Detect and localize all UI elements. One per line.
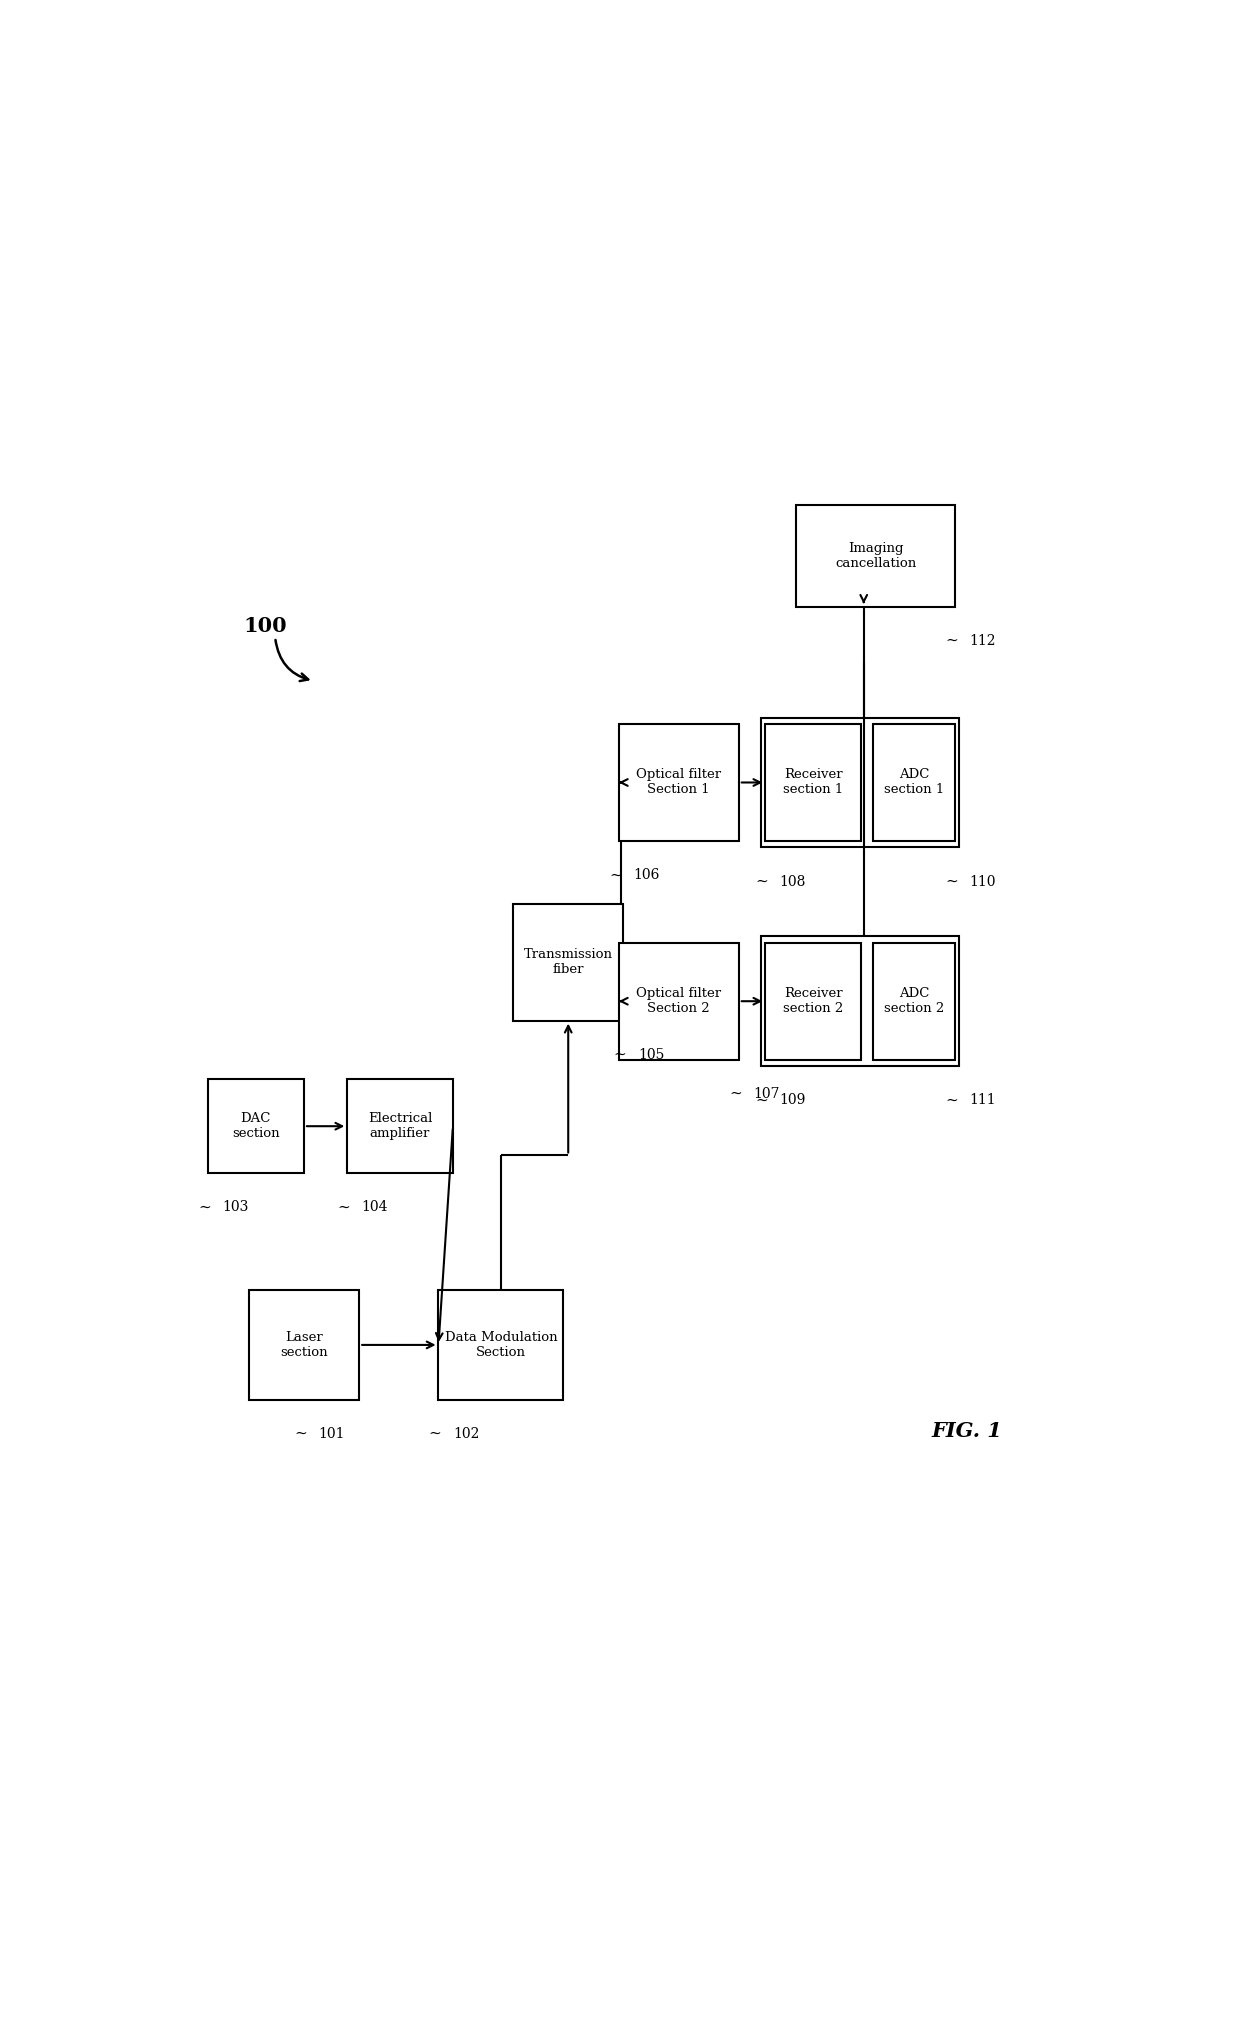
Text: ∼: ∼	[945, 874, 959, 889]
FancyBboxPatch shape	[439, 1290, 563, 1400]
Text: ADC
section 2: ADC section 2	[884, 988, 945, 1014]
Text: 109: 109	[780, 1094, 806, 1108]
FancyBboxPatch shape	[619, 724, 739, 842]
Text: 105: 105	[637, 1049, 665, 1061]
Text: Transmission
fiber: Transmission fiber	[523, 948, 613, 976]
Text: ∼: ∼	[945, 635, 959, 647]
Text: 110: 110	[970, 874, 996, 889]
Text: ∼: ∼	[198, 1201, 211, 1215]
FancyBboxPatch shape	[347, 1079, 453, 1173]
Text: Optical filter
Section 2: Optical filter Section 2	[636, 988, 722, 1014]
Text: ∼: ∼	[609, 868, 621, 883]
Text: 108: 108	[780, 874, 806, 889]
Text: ∼: ∼	[729, 1088, 742, 1102]
Text: Electrical
amplifier: Electrical amplifier	[368, 1112, 433, 1140]
Text: 104: 104	[362, 1201, 388, 1215]
Text: DAC
section: DAC section	[232, 1112, 280, 1140]
Text: 106: 106	[634, 868, 660, 883]
FancyBboxPatch shape	[249, 1290, 360, 1400]
FancyBboxPatch shape	[208, 1079, 304, 1173]
Text: ∼: ∼	[945, 1094, 959, 1108]
Text: Optical filter
Section 1: Optical filter Section 1	[636, 769, 722, 797]
Text: 100: 100	[244, 617, 288, 637]
Text: 112: 112	[970, 635, 996, 647]
FancyBboxPatch shape	[873, 943, 955, 1059]
FancyBboxPatch shape	[765, 724, 862, 842]
Text: Data Modulation
Section: Data Modulation Section	[445, 1331, 557, 1359]
Text: Receiver
section 1: Receiver section 1	[784, 769, 843, 797]
Text: Imaging
cancellation: Imaging cancellation	[835, 542, 916, 570]
Text: FIG. 1: FIG. 1	[931, 1420, 1002, 1441]
Text: ∼: ∼	[755, 1094, 769, 1108]
Text: 111: 111	[970, 1094, 996, 1108]
Text: Receiver
section 2: Receiver section 2	[784, 988, 843, 1014]
Text: ∼: ∼	[337, 1201, 351, 1215]
FancyBboxPatch shape	[765, 943, 862, 1059]
FancyBboxPatch shape	[619, 943, 739, 1059]
Text: 101: 101	[319, 1426, 345, 1441]
FancyBboxPatch shape	[513, 903, 624, 1021]
Text: ∼: ∼	[755, 874, 769, 889]
Text: ∼: ∼	[614, 1049, 626, 1061]
Text: Laser
section: Laser section	[280, 1331, 327, 1359]
Text: 102: 102	[453, 1426, 480, 1441]
Text: ∼: ∼	[294, 1426, 308, 1441]
Text: ADC
section 1: ADC section 1	[884, 769, 945, 797]
Text: ∼: ∼	[429, 1426, 441, 1441]
FancyBboxPatch shape	[796, 505, 955, 607]
Text: 103: 103	[222, 1201, 249, 1215]
Text: 107: 107	[753, 1088, 780, 1102]
FancyBboxPatch shape	[873, 724, 955, 842]
